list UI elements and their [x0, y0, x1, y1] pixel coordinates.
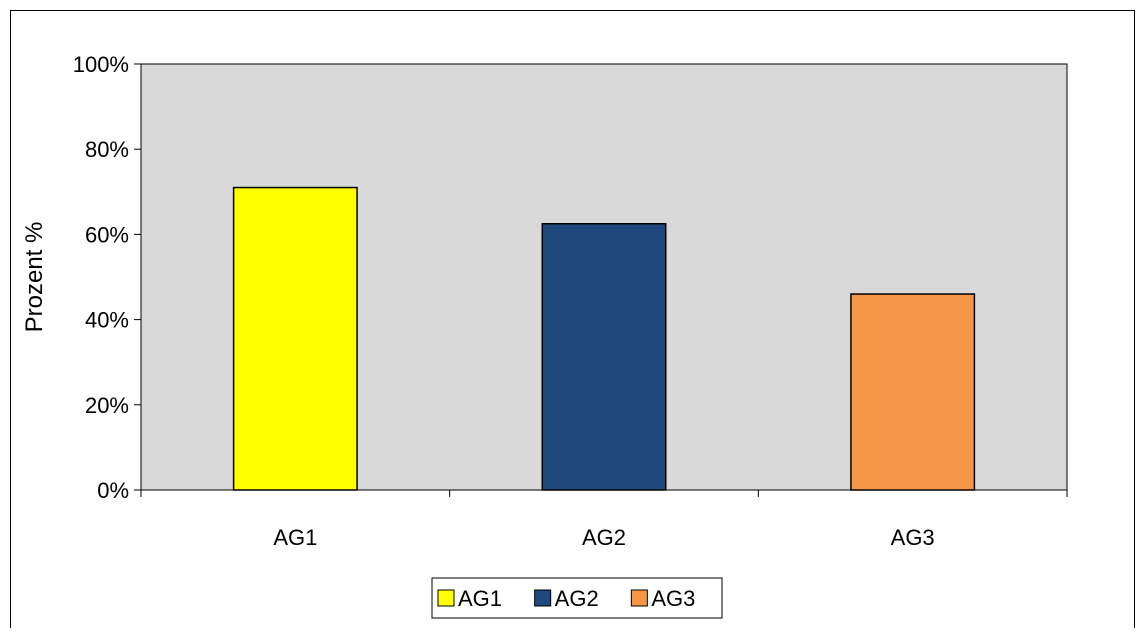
y-tick-label: 40%: [85, 308, 129, 333]
legend-swatch-ag3: [630, 589, 648, 607]
legend-label-ag1: AG1: [458, 586, 502, 611]
y-axis-title: Prozent %: [21, 222, 48, 333]
bar-ag2: [541, 223, 667, 491]
y-axis: 0% 20% 40% 60% 80% 100%: [73, 52, 142, 503]
x-tick-label: AG2: [582, 525, 626, 550]
legend-label-ag2: AG2: [555, 586, 599, 611]
bar-ag3: [850, 293, 976, 491]
legend-box: [431, 577, 723, 619]
y-tick-label: 100%: [73, 52, 129, 77]
x-tick-label: AG1: [273, 525, 317, 550]
bar-ag1: [232, 186, 358, 491]
legend-swatch-ag2: [534, 589, 552, 607]
x-tick-label: AG3: [891, 525, 935, 550]
bars-group: [232, 186, 976, 491]
y-tick-label: 60%: [85, 222, 129, 247]
y-tick-label: 0%: [97, 478, 129, 503]
y-tick-label: 20%: [85, 393, 129, 418]
legend-label-ag3: AG3: [651, 586, 695, 611]
y-tick-label: 80%: [85, 137, 129, 162]
legend-swatch-ag1: [437, 589, 455, 607]
legend: AG1 AG2 AG3: [431, 577, 723, 619]
